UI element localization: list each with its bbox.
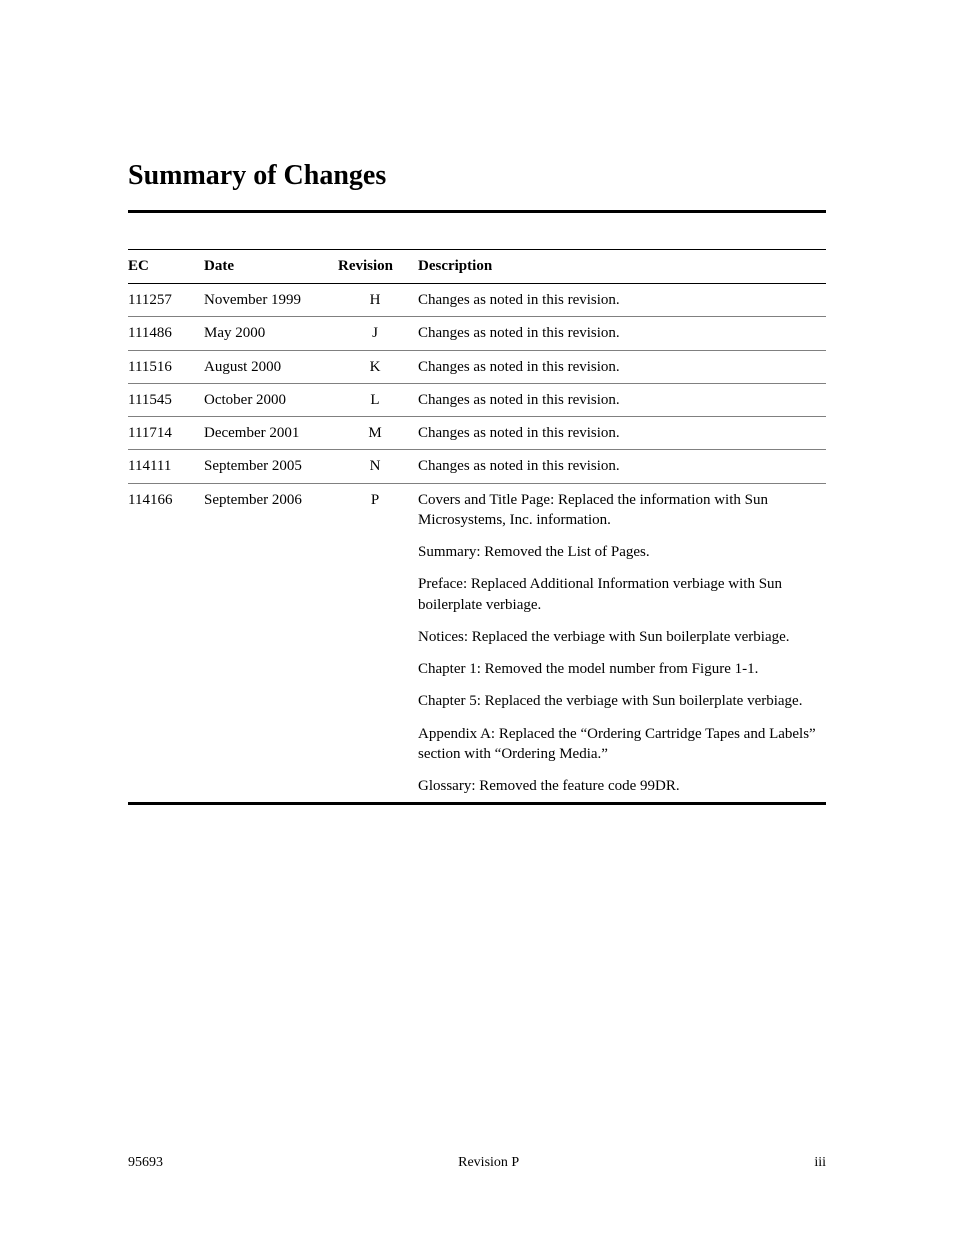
description-paragraph: Changes as noted in this revision. <box>418 323 820 343</box>
cell-date: October 2000 <box>204 383 338 416</box>
cell-date: November 1999 <box>204 284 338 317</box>
cell-ec: 111545 <box>128 383 204 416</box>
cell-ec: 114111 <box>128 450 204 483</box>
cell-date: August 2000 <box>204 350 338 383</box>
cell-date: September 2006 <box>204 483 338 804</box>
cell-description: Covers and Title Page: Replaced the info… <box>418 483 826 804</box>
table-row: 111714December 2001MChanges as noted in … <box>128 417 826 450</box>
description-paragraph: Changes as noted in this revision. <box>418 357 820 377</box>
table-row: 111486May 2000JChanges as noted in this … <box>128 317 826 350</box>
cell-description: Changes as noted in this revision. <box>418 450 826 483</box>
header-ec: EC <box>128 250 204 284</box>
cell-revision: L <box>338 383 418 416</box>
table-row: 114166September 2006PCovers and Title Pa… <box>128 483 826 804</box>
description-paragraph: Appendix A: Replaced the “Ordering Cartr… <box>418 724 820 765</box>
table-row: 111257November 1999HChanges as noted in … <box>128 284 826 317</box>
footer-doc-number: 95693 <box>128 1155 163 1171</box>
cell-revision: K <box>338 350 418 383</box>
description-paragraph: Chapter 5: Replaced the verbiage with Su… <box>418 691 820 711</box>
cell-revision: H <box>338 284 418 317</box>
description-paragraph: Changes as noted in this revision. <box>418 390 820 410</box>
cell-revision: P <box>338 483 418 804</box>
cell-description: Changes as noted in this revision. <box>418 284 826 317</box>
table-row: 114111September 2005NChanges as noted in… <box>128 450 826 483</box>
cell-revision: J <box>338 317 418 350</box>
cell-ec: 111516 <box>128 350 204 383</box>
cell-description: Changes as noted in this revision. <box>418 350 826 383</box>
cell-ec: 114166 <box>128 483 204 804</box>
footer-revision: Revision P <box>163 1155 814 1171</box>
page-title: Summary of Changes <box>128 160 826 192</box>
cell-ec: 111257 <box>128 284 204 317</box>
description-paragraph: Glossary: Removed the feature code 99DR. <box>418 776 820 796</box>
cell-date: May 2000 <box>204 317 338 350</box>
cell-ec: 111714 <box>128 417 204 450</box>
description-paragraph: Chapter 1: Removed the model number from… <box>418 659 820 679</box>
cell-date: December 2001 <box>204 417 338 450</box>
header-description: Description <box>418 250 826 284</box>
description-paragraph: Notices: Replaced the verbiage with Sun … <box>418 627 820 647</box>
cell-revision: N <box>338 450 418 483</box>
header-date: Date <box>204 250 338 284</box>
cell-ec: 111486 <box>128 317 204 350</box>
title-rule <box>128 210 826 213</box>
cell-date: September 2005 <box>204 450 338 483</box>
cell-description: Changes as noted in this revision. <box>418 417 826 450</box>
description-paragraph: Changes as noted in this revision. <box>418 456 820 476</box>
page-footer: 95693 Revision P iii <box>128 1155 826 1171</box>
cell-description: Changes as noted in this revision. <box>418 317 826 350</box>
summary-of-changes-table: EC Date Revision Description 111257Novem… <box>128 249 826 805</box>
description-paragraph: Preface: Replaced Additional Information… <box>418 574 820 615</box>
table-header-row: EC Date Revision Description <box>128 250 826 284</box>
table-row: 111516August 2000KChanges as noted in th… <box>128 350 826 383</box>
description-paragraph: Covers and Title Page: Replaced the info… <box>418 490 820 531</box>
description-paragraph: Changes as noted in this revision. <box>418 423 820 443</box>
description-paragraph: Changes as noted in this revision. <box>418 290 820 310</box>
header-revision: Revision <box>338 250 418 284</box>
description-paragraph: Summary: Removed the List of Pages. <box>418 542 820 562</box>
footer-page-number: iii <box>814 1155 826 1171</box>
table-row: 111545October 2000LChanges as noted in t… <box>128 383 826 416</box>
cell-description: Changes as noted in this revision. <box>418 383 826 416</box>
cell-revision: M <box>338 417 418 450</box>
